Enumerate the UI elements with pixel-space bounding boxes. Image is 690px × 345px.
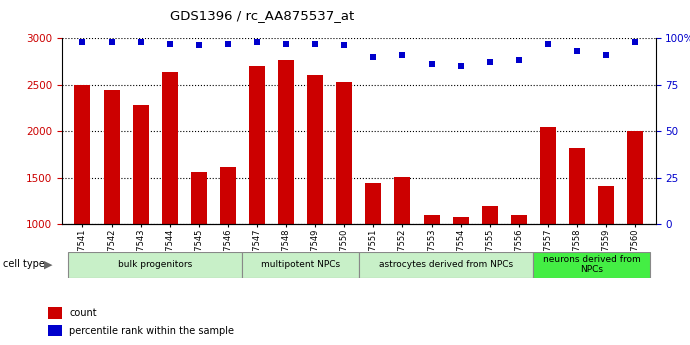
Bar bbox=[48, 307, 62, 319]
Bar bbox=[336, 82, 353, 224]
Bar bbox=[242, 252, 359, 278]
Point bbox=[251, 39, 262, 45]
Point bbox=[106, 39, 117, 45]
Text: count: count bbox=[69, 308, 97, 318]
Bar bbox=[220, 167, 236, 224]
Bar bbox=[68, 252, 242, 278]
Text: neurons derived from
NPCs: neurons derived from NPCs bbox=[542, 255, 640, 275]
Point bbox=[339, 43, 350, 48]
Bar bbox=[395, 177, 411, 224]
Bar bbox=[482, 206, 497, 224]
Text: multipotent NPCs: multipotent NPCs bbox=[261, 260, 340, 269]
Point bbox=[513, 58, 524, 63]
Bar bbox=[540, 127, 556, 224]
Point bbox=[484, 59, 495, 65]
Bar bbox=[249, 66, 265, 224]
Point bbox=[368, 54, 379, 59]
Bar bbox=[365, 183, 382, 224]
Point bbox=[222, 41, 233, 46]
Bar bbox=[132, 105, 148, 224]
Bar bbox=[511, 215, 526, 224]
Point bbox=[281, 41, 292, 46]
Bar bbox=[359, 252, 533, 278]
Text: astrocytes derived from NPCs: astrocytes derived from NPCs bbox=[379, 260, 513, 269]
Point bbox=[135, 39, 146, 45]
Point bbox=[193, 43, 204, 48]
Text: percentile rank within the sample: percentile rank within the sample bbox=[69, 326, 234, 336]
Bar bbox=[191, 172, 207, 224]
Point bbox=[77, 39, 88, 45]
Point bbox=[629, 39, 640, 45]
Bar bbox=[48, 325, 62, 336]
Bar bbox=[278, 60, 294, 224]
Point bbox=[571, 48, 582, 54]
Text: GDS1396 / rc_AA875537_at: GDS1396 / rc_AA875537_at bbox=[170, 9, 355, 22]
Bar bbox=[75, 85, 90, 224]
Bar bbox=[307, 75, 323, 224]
Point bbox=[455, 63, 466, 69]
Point bbox=[542, 41, 553, 46]
Bar bbox=[569, 148, 585, 224]
Text: bulk progenitors: bulk progenitors bbox=[118, 260, 193, 269]
Point bbox=[164, 41, 175, 46]
Bar bbox=[453, 217, 469, 224]
Point bbox=[426, 61, 437, 67]
Bar bbox=[161, 72, 178, 224]
Point bbox=[310, 41, 321, 46]
Bar bbox=[424, 215, 440, 224]
Text: ▶: ▶ bbox=[43, 260, 52, 269]
Text: cell type: cell type bbox=[3, 259, 46, 269]
Bar bbox=[598, 186, 614, 224]
Point bbox=[397, 52, 408, 58]
Point bbox=[600, 52, 611, 58]
Bar bbox=[533, 252, 650, 278]
Bar bbox=[104, 90, 119, 224]
Bar bbox=[627, 131, 643, 224]
